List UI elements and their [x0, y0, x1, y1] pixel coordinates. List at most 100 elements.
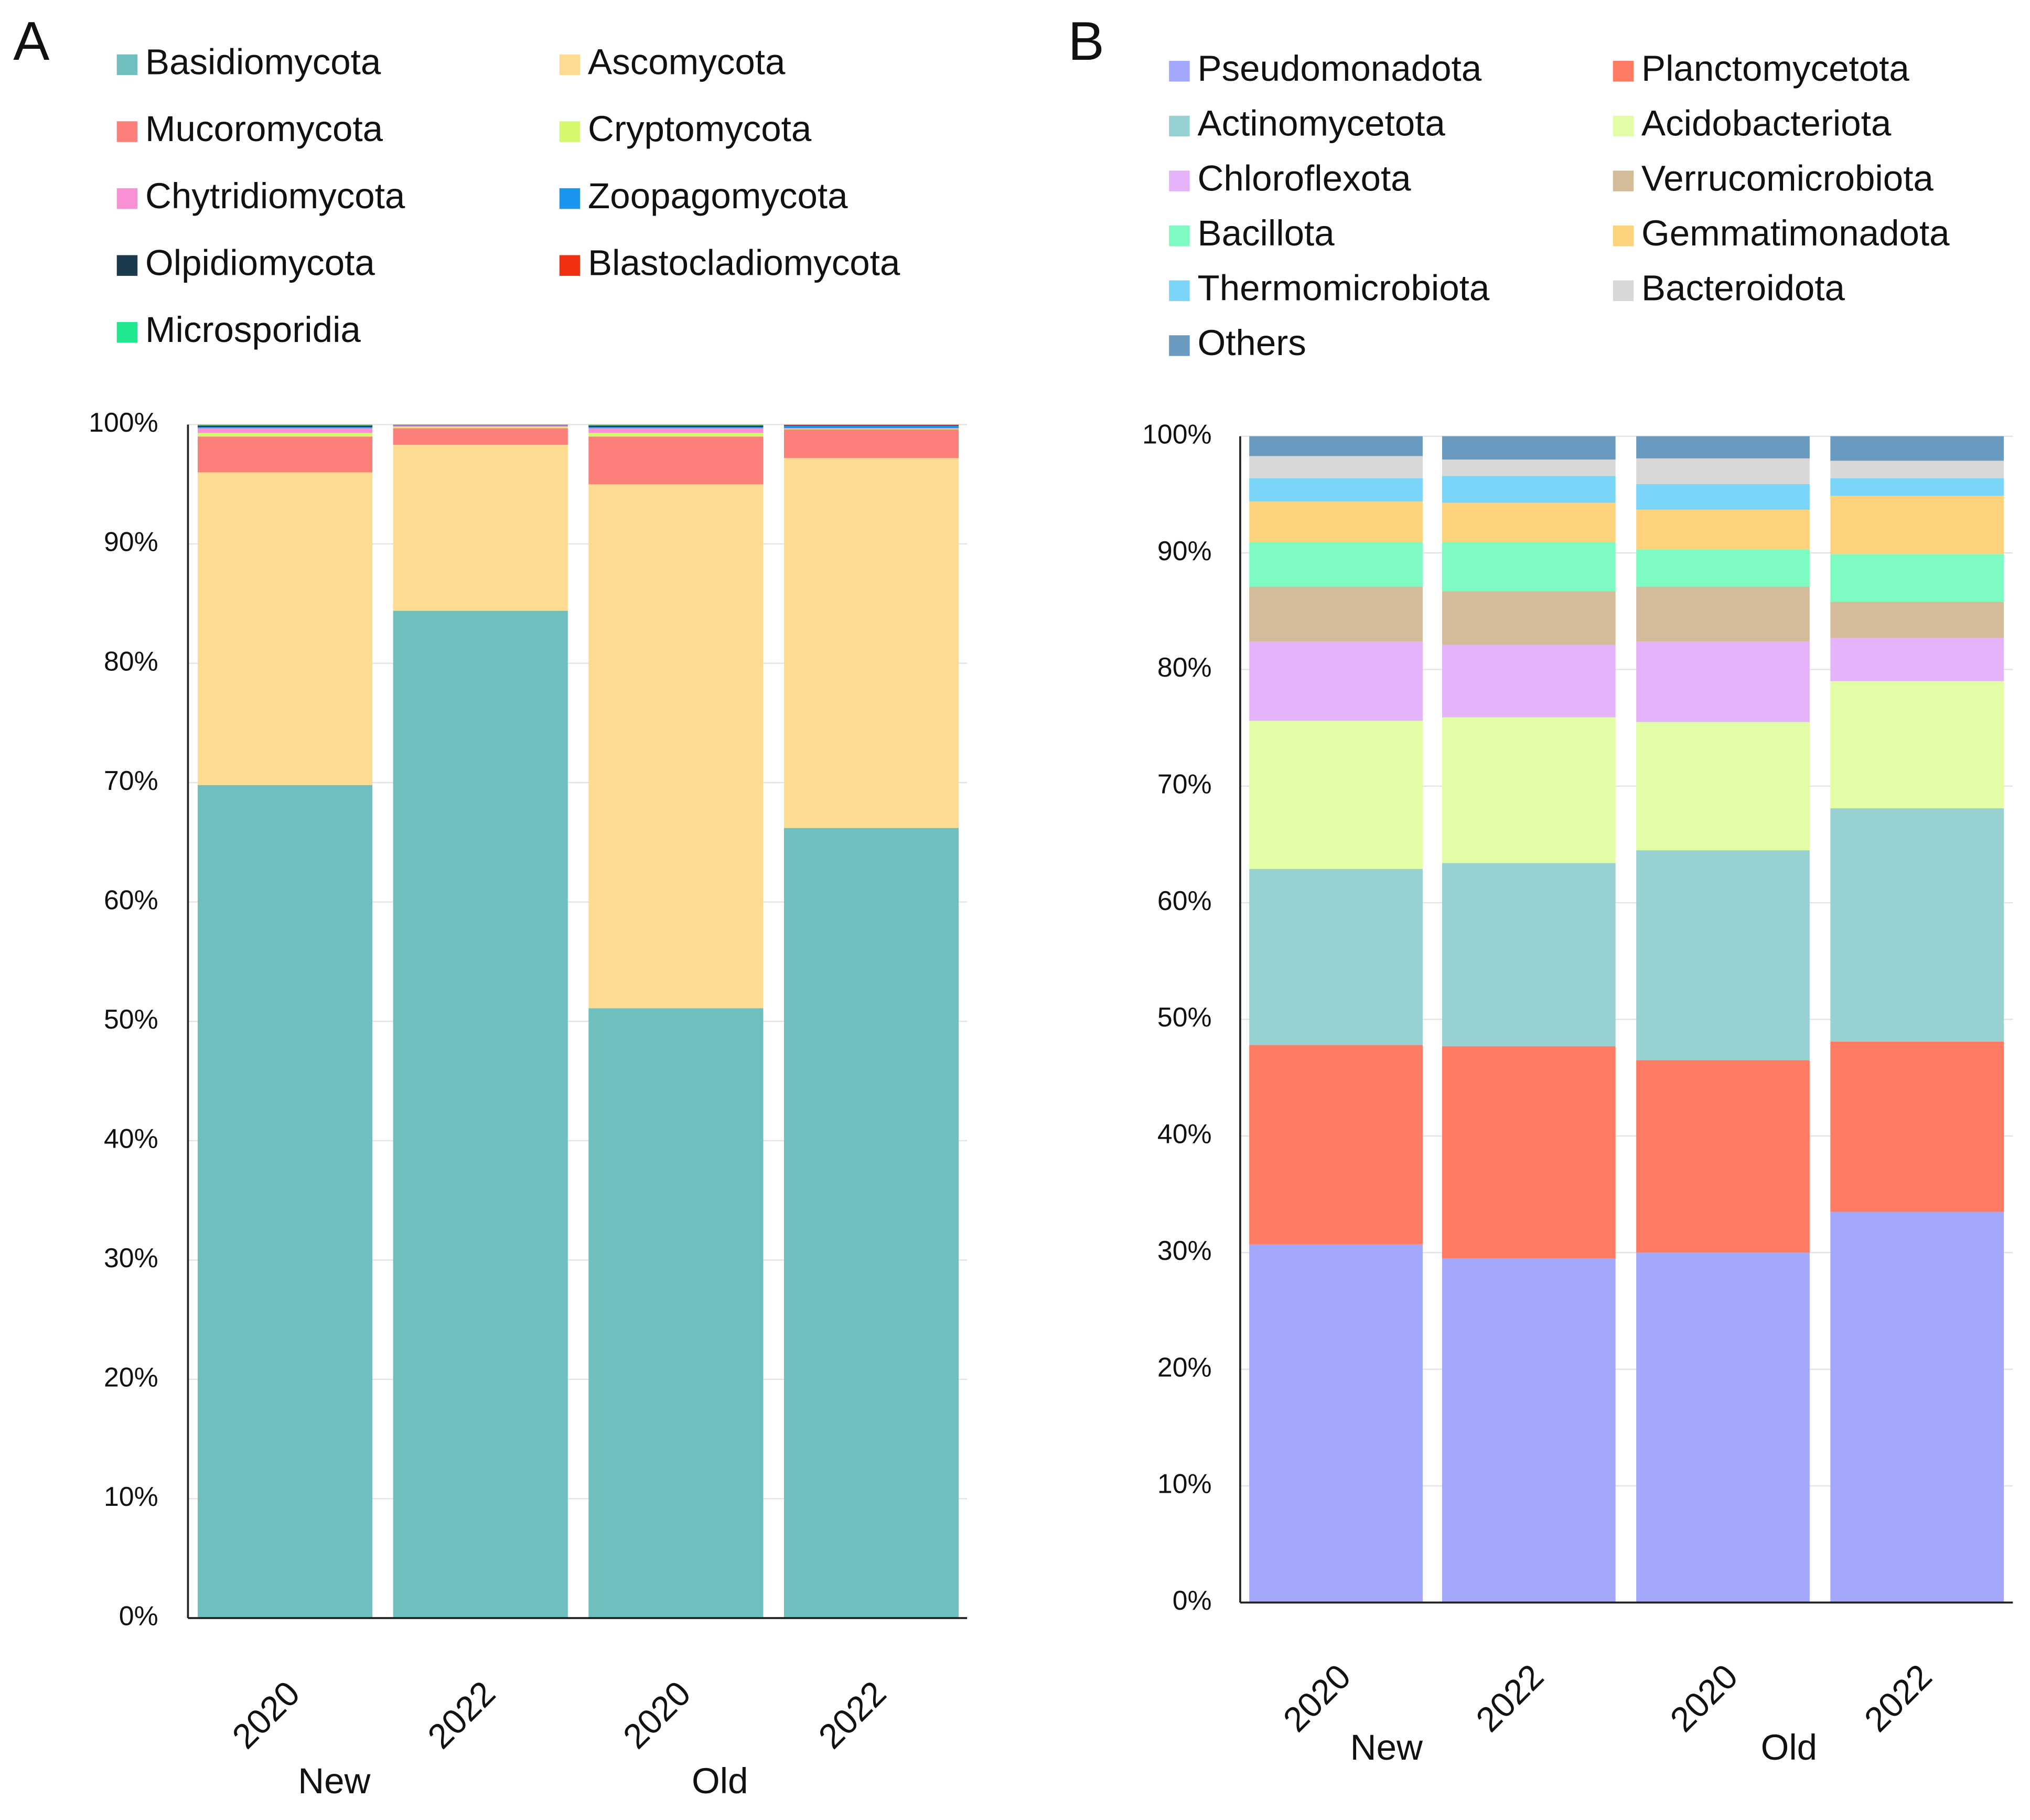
- bar-segment: [783, 458, 959, 828]
- legend-swatch: [116, 255, 138, 276]
- bar-segment: [1249, 542, 1423, 587]
- bar-segment: [1830, 681, 2004, 809]
- bar-segment: [1830, 554, 2004, 602]
- x-tick-label: 2020: [616, 1674, 699, 1756]
- bar-segment: [393, 425, 568, 427]
- bar-segment: [1249, 586, 1423, 642]
- y-tick-label: 80%: [1157, 652, 1212, 682]
- bar-segment: [1249, 641, 1423, 721]
- legend-swatch: [1613, 225, 1634, 247]
- legend-label: Pseudomonadota: [1197, 48, 1481, 89]
- group-label: New: [298, 1760, 371, 1801]
- legend-label: Actinomycetota: [1197, 103, 1445, 144]
- y-tick-label: 90%: [1157, 536, 1212, 566]
- bar-segment: [588, 428, 764, 433]
- bar-segment: [588, 433, 764, 437]
- x-tick-label: 2020: [225, 1674, 307, 1756]
- bar-segment: [1442, 717, 1616, 863]
- legend-swatch: [1169, 335, 1190, 356]
- bar-segment: [1636, 1252, 1810, 1603]
- bar-segment: [1249, 721, 1423, 869]
- bar-segment: [1636, 1060, 1810, 1253]
- bar-segment: [1442, 436, 1616, 460]
- y-tick-label: 0%: [1173, 1585, 1212, 1615]
- y-tick-label: 20%: [1157, 1352, 1212, 1382]
- y-tick-label: 50%: [1157, 1002, 1212, 1032]
- bar-segment: [197, 425, 373, 427]
- y-tick-label: 10%: [1157, 1469, 1212, 1499]
- bar-segment: [1442, 542, 1616, 592]
- y-tick-label: 40%: [1157, 1119, 1212, 1149]
- bar-segment: [1830, 808, 2004, 1042]
- bar-segment: [197, 433, 373, 437]
- bar-segment: [1636, 484, 1810, 510]
- bar-segment: [197, 427, 373, 429]
- bar-segment: [1249, 501, 1423, 543]
- bar-segment: [1249, 436, 1423, 456]
- legend-label: Blastocladiomycota: [588, 242, 900, 283]
- legend-swatch: [1613, 170, 1634, 191]
- bar-segment: [1636, 549, 1810, 587]
- bar-segment: [588, 425, 764, 426]
- group-label: New: [1350, 1727, 1423, 1768]
- legend-swatch: [116, 54, 138, 76]
- bar-segment: [1830, 461, 2004, 478]
- legend-swatch: [1613, 280, 1634, 302]
- bar-segment: [1830, 1212, 2004, 1603]
- bar-segment: [1442, 502, 1616, 543]
- bar-segment: [588, 425, 764, 427]
- bar-segment: [1249, 478, 1423, 502]
- bar-segment: [1442, 1258, 1616, 1603]
- legend-swatch: [1169, 60, 1190, 82]
- bar-segment: [1442, 459, 1616, 476]
- bar-segment: [1830, 1041, 2004, 1212]
- legend-label: Gemmatimonadota: [1641, 212, 1950, 253]
- bar-segment: [1636, 850, 1810, 1061]
- y-tick-label: 100%: [1142, 419, 1212, 449]
- bar-segment: [1830, 436, 2004, 461]
- legend-label: Planctomycetota: [1641, 48, 1909, 89]
- legend-swatch: [1169, 225, 1190, 247]
- legend-label: Others: [1197, 322, 1306, 363]
- legend-swatch: [1613, 60, 1634, 82]
- bar-segment: [783, 828, 959, 1618]
- legend-label: Bacillota: [1197, 212, 1335, 253]
- bar-segment: [1442, 591, 1616, 645]
- y-tick-label: 0%: [119, 1601, 158, 1631]
- y-tick-label: 50%: [104, 1004, 158, 1034]
- legend-swatch: [1169, 170, 1190, 191]
- y-tick-label: 10%: [104, 1481, 158, 1512]
- legend-label: Mucoromycota: [145, 108, 383, 149]
- legend-swatch: [1613, 115, 1634, 137]
- y-tick-label: 70%: [1157, 769, 1212, 799]
- x-tick-label: 2022: [1857, 1657, 1939, 1739]
- bar-segment: [197, 472, 373, 785]
- y-tick-label: 20%: [104, 1362, 158, 1393]
- bar-segment: [1636, 509, 1810, 550]
- bar-segment: [1636, 722, 1810, 851]
- bar-segment: [783, 425, 959, 429]
- bar-segment: [1249, 869, 1423, 1045]
- legend-label: Cryptomycota: [588, 108, 812, 149]
- bar-segment: [1442, 1046, 1616, 1259]
- x-tick-label: 2020: [1276, 1657, 1358, 1739]
- y-tick-label: 30%: [104, 1243, 158, 1273]
- group-label: Old: [692, 1760, 748, 1801]
- bar-segment: [393, 445, 568, 611]
- panel-label: A: [13, 10, 49, 71]
- legend-swatch: [116, 121, 138, 142]
- bar-segment: [1830, 478, 2004, 496]
- bar-segment: [588, 1008, 764, 1618]
- bar-segment: [1249, 456, 1423, 478]
- y-tick-label: 40%: [104, 1123, 158, 1153]
- bar-segment: [1442, 863, 1616, 1046]
- bar-segment: [1830, 602, 2004, 638]
- bar-segment: [1830, 638, 2004, 681]
- legend-swatch: [116, 188, 138, 209]
- chart-panel: B Pseudomonadota Planctomycetota Actinomyce…: [1068, 10, 2013, 1768]
- bar-segment: [393, 428, 568, 445]
- bar-segment: [393, 611, 568, 1618]
- bar-segment: [1249, 1244, 1423, 1603]
- legend-label: Olpidiomycota: [145, 242, 375, 283]
